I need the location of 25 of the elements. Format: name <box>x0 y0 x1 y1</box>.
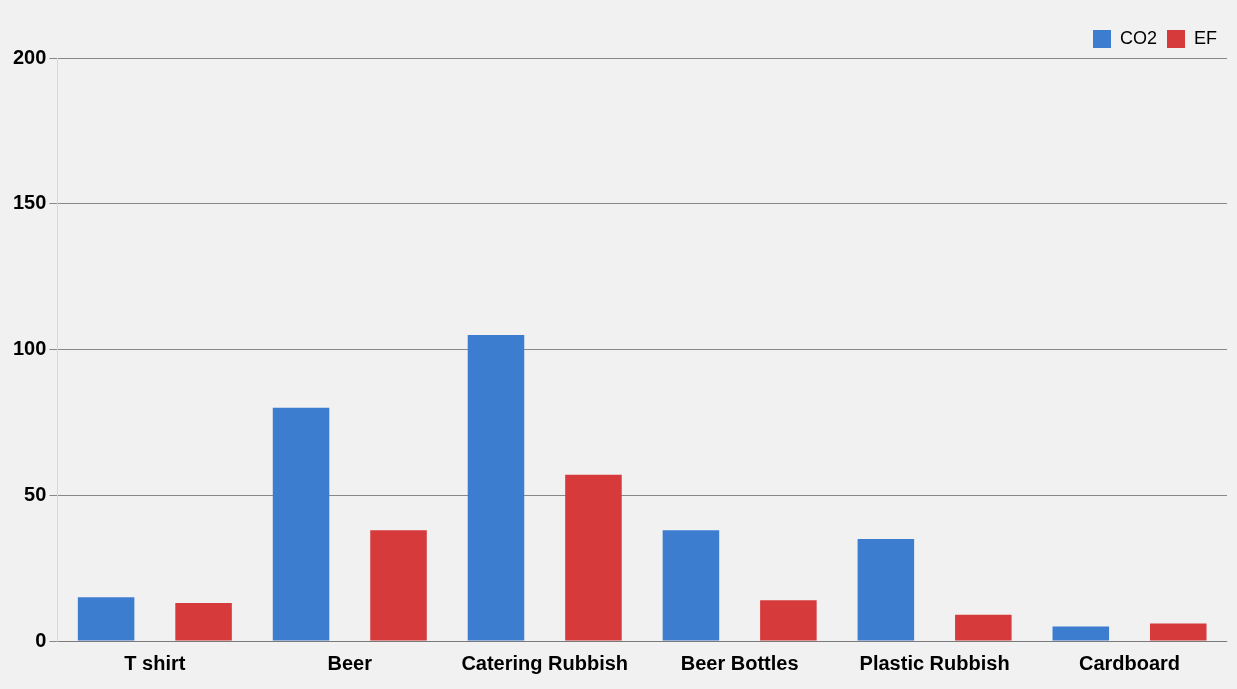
bar <box>857 538 915 641</box>
bar <box>175 603 232 641</box>
y-tick-label: 150 <box>12 191 47 214</box>
x-tick-label: Beer Bottles <box>680 651 799 674</box>
bar <box>1150 623 1207 641</box>
bar <box>467 334 525 641</box>
y-tick-label: 200 <box>12 45 47 68</box>
bar <box>760 600 817 641</box>
x-tick-label: Catering Rubbish <box>461 651 629 674</box>
bar <box>77 597 135 641</box>
y-tick-label: 0 <box>35 628 47 651</box>
y-tick-label: 100 <box>12 337 47 360</box>
x-tick-label: T shirt <box>124 651 186 674</box>
x-tick-label: Cardboard <box>1078 651 1181 674</box>
x-tick-label: Beer <box>327 651 373 674</box>
bar <box>662 530 720 641</box>
y-tick-label: 50 <box>24 482 47 505</box>
bar <box>370 530 427 641</box>
bar <box>1052 626 1110 641</box>
legend-label: CO2 <box>1119 27 1157 48</box>
x-tick-label: Plastic Rubbish <box>859 651 1010 674</box>
bar <box>565 474 622 641</box>
bar <box>272 407 330 641</box>
bar <box>955 614 1012 641</box>
legend-label: EF <box>1194 27 1218 48</box>
